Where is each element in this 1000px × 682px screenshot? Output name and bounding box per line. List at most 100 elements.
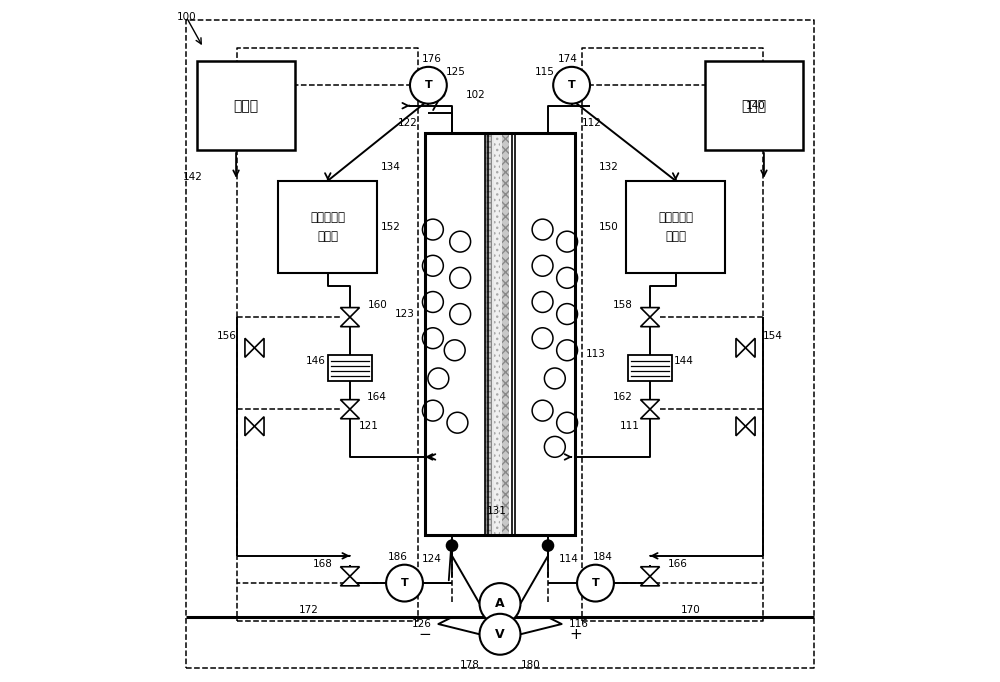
Polygon shape [245,338,254,357]
Text: 154: 154 [763,331,783,340]
Text: 174: 174 [558,55,578,64]
Text: 124: 124 [422,554,441,564]
Text: 131: 131 [487,507,507,516]
Circle shape [577,565,614,602]
Text: 116: 116 [569,619,589,629]
Circle shape [447,540,457,551]
Text: 142: 142 [183,173,203,182]
Circle shape [422,400,443,421]
Text: 162: 162 [613,392,633,402]
Polygon shape [746,338,755,357]
Text: 111: 111 [620,421,640,431]
Circle shape [544,368,565,389]
Bar [425,133,575,535]
Text: +: + [569,627,582,642]
Text: A: A [495,597,505,610]
Circle shape [447,412,468,433]
Text: 115: 115 [534,67,554,76]
Circle shape [557,267,578,288]
Bar [502,133,509,535]
Circle shape [386,565,423,602]
Text: 166: 166 [667,559,687,569]
Text: 126: 126 [411,619,431,629]
Bar [705,61,803,150]
Text: T: T [568,80,575,90]
Bar [494,133,500,535]
Bar [425,133,488,535]
Text: 140: 140 [746,101,766,110]
Circle shape [422,219,443,240]
Bar [492,133,494,535]
Text: T: T [592,578,599,588]
Text: 123: 123 [395,309,414,319]
Bar [512,133,575,535]
Circle shape [422,255,443,276]
Text: 控制器: 控制器 [233,99,259,113]
Text: 121: 121 [359,421,379,431]
Text: 132: 132 [599,162,619,172]
Polygon shape [640,576,660,586]
Bar [328,355,372,381]
Polygon shape [640,567,660,576]
Text: 112: 112 [582,118,602,128]
Text: 144: 144 [674,357,694,366]
Bar [500,133,502,535]
Bar [626,181,725,273]
Circle shape [532,328,553,349]
Polygon shape [254,338,264,357]
Circle shape [450,267,471,288]
Polygon shape [340,409,360,419]
Circle shape [532,400,553,421]
Text: 122: 122 [398,118,418,128]
Text: 102: 102 [466,91,486,100]
Bar [485,133,492,535]
Text: 控制器: 控制器 [741,99,767,113]
Circle shape [532,292,553,312]
Circle shape [450,303,471,325]
Circle shape [553,67,590,104]
Circle shape [557,412,578,433]
Polygon shape [340,567,360,576]
Polygon shape [254,417,264,436]
Circle shape [532,219,553,240]
Polygon shape [340,400,360,409]
Circle shape [544,436,565,457]
Polygon shape [340,317,360,327]
Circle shape [428,368,449,389]
Polygon shape [640,308,660,317]
Circle shape [557,303,578,325]
Circle shape [450,231,471,252]
Bar [197,61,295,150]
Text: 113: 113 [586,349,605,359]
Polygon shape [340,576,360,586]
Bar [485,133,492,535]
Polygon shape [340,308,360,317]
Text: 146: 146 [306,357,326,366]
Circle shape [422,292,443,312]
Text: 114: 114 [559,554,578,564]
Polygon shape [640,400,660,409]
Text: 186: 186 [388,552,408,562]
Text: 184: 184 [592,552,612,562]
Text: V: V [495,627,505,641]
Text: 156: 156 [217,331,237,340]
Text: 172: 172 [299,606,319,615]
Bar [502,133,509,535]
Circle shape [532,255,553,276]
Circle shape [480,614,520,655]
Polygon shape [746,417,755,436]
Text: T: T [425,80,432,90]
Text: 158: 158 [613,300,633,310]
Text: 160: 160 [367,300,387,310]
Bar [628,355,672,381]
Bar [278,181,377,273]
Polygon shape [736,338,746,357]
Text: 152: 152 [381,222,401,232]
Text: 100: 100 [176,12,196,22]
Text: T: T [401,578,408,588]
Circle shape [410,67,447,104]
Text: 164: 164 [367,392,387,402]
Circle shape [444,340,465,361]
Polygon shape [245,417,254,436]
Text: 178: 178 [459,660,479,670]
